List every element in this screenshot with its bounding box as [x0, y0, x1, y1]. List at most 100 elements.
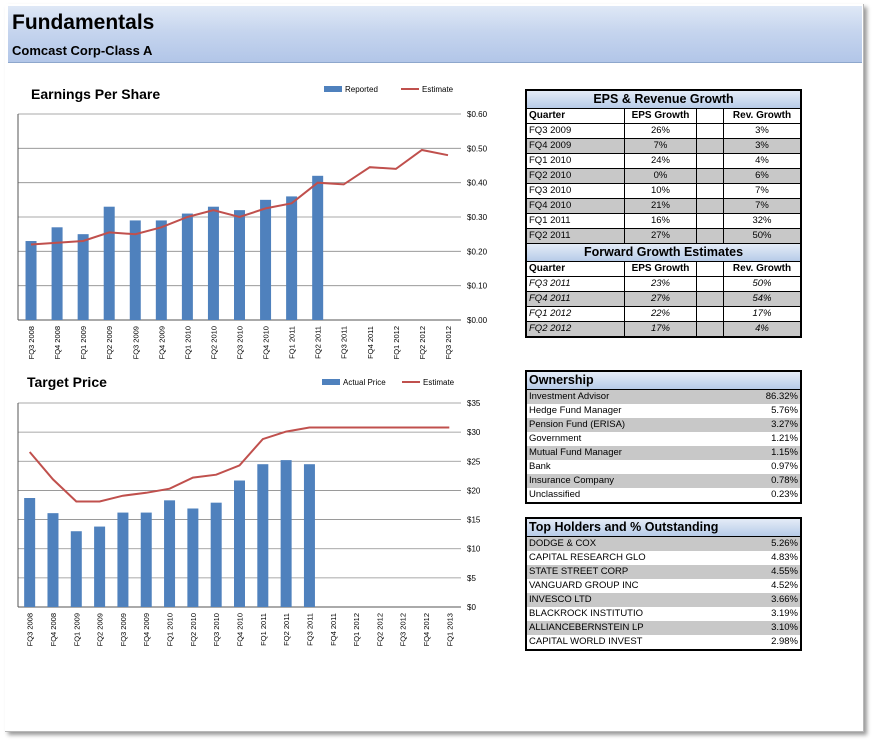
company-name: Comcast Corp-Class A: [12, 43, 153, 58]
rev-growth-cell: 4%: [755, 155, 769, 166]
spacer-cell: [697, 124, 724, 138]
y-tick-label: $15: [467, 516, 481, 525]
ownership-row: Mutual Fund Manager 1.15%: [527, 446, 800, 460]
page-title: Fundamentals: [12, 11, 155, 34]
rev-growth-cell: 7%: [755, 200, 769, 211]
bar-actual-price: [117, 512, 129, 607]
y-tick-label: $0.00: [467, 316, 488, 325]
eps-table-header-row: Quarter EPS Growth Rev. Growth: [527, 109, 800, 124]
spacer-cell: [697, 214, 724, 228]
rev-growth-cell: 3%: [755, 140, 769, 151]
row-label: Investment Advisor: [529, 391, 610, 402]
x-tick-label: FQ4 2008: [49, 613, 58, 646]
bar-reported: [312, 175, 324, 320]
row-value: 2.98%: [771, 636, 798, 647]
quarter-cell: FQ4 2011: [527, 292, 625, 306]
ownership-row: Insurance Company 0.78%: [527, 474, 800, 488]
bar-actual-price: [140, 512, 152, 607]
x-tick-label: FQ4 2010: [262, 326, 271, 359]
col-eps-growth: EPS Growth: [625, 262, 697, 276]
row-value: 0.97%: [771, 461, 798, 472]
bar-actual-price: [70, 531, 82, 607]
row-label: ALLIANCEBERNSTEIN LP: [529, 622, 644, 633]
row-label: INVESCO LTD: [529, 594, 592, 605]
eps-growth-cell: 22%: [625, 307, 697, 321]
y-tick-label: $0.30: [467, 213, 488, 222]
row-label: BLACKROCK INSTITUTIO: [529, 608, 644, 619]
spacer-cell: [697, 292, 724, 306]
eps-growth-cell: 23%: [625, 277, 697, 291]
eps-growth-cell: 26%: [625, 124, 697, 138]
bar-actual-price: [280, 460, 292, 607]
x-tick-label: FQ3 2010: [236, 326, 245, 359]
bar-actual-price: [210, 502, 222, 607]
eps-table-row: FQ1 2010 24% 4%: [527, 154, 800, 169]
y-tick-label: $20: [467, 486, 481, 495]
spacer-cell: [697, 307, 724, 321]
ownership-row: Unclassified 0.23%: [527, 488, 800, 502]
col-eps-growth: EPS Growth: [625, 109, 697, 123]
bar-reported: [25, 241, 37, 320]
ownership-row: Bank 0.97%: [527, 460, 800, 474]
eps-growth-cell: 27%: [625, 229, 697, 243]
y-tick-label: $0.10: [467, 282, 488, 291]
bar-actual-price: [234, 480, 245, 607]
eps-chart: $0.00 $0.10 $0.20 $0.30 $0.40 $0.50 $0.60 FQ3 2…: [17, 85, 488, 359]
x-tick-label: FQ1 2010: [183, 326, 192, 359]
quarter-cell: FQ1 2012: [527, 307, 625, 321]
eps-table-row: FQ1 2011 16% 32%: [527, 214, 800, 229]
holders-title: Top Holders and % Outstanding: [527, 519, 800, 537]
eps-table-row: FQ4 2009 7% 3%: [527, 139, 800, 154]
row-value: 0.78%: [771, 475, 798, 486]
bar-reported: [129, 220, 141, 320]
x-tick-label: FQ3 2008: [26, 613, 35, 646]
x-tick-label: FQ1 2010: [166, 613, 175, 646]
x-tick-label: FQ3 2010: [212, 613, 221, 646]
x-tick-label: FQ4 2009: [142, 613, 151, 646]
row-label: STATE STREET CORP: [529, 566, 629, 577]
x-tick-label: FQ1 2012: [352, 613, 361, 646]
row-value: 0.23%: [771, 489, 798, 500]
bar-reported: [77, 234, 89, 320]
holder-row: VANGUARD GROUP INC 4.52%: [527, 579, 800, 593]
target-chart-title: Target Price: [27, 374, 107, 390]
bar-actual-price: [187, 508, 199, 607]
row-label: Mutual Fund Manager: [529, 447, 622, 458]
estimate-line: [28, 426, 450, 503]
rev-growth-cell: 54%: [752, 293, 772, 304]
legend-label: Estimate: [423, 378, 455, 387]
ownership-row: Government 1.21%: [527, 432, 800, 446]
y-tick-label: $25: [467, 457, 481, 466]
row-value: 4.83%: [771, 552, 798, 563]
y-tick-label: $0.40: [467, 179, 488, 188]
spacer-cell: [697, 184, 724, 198]
holder-row: INVESCO LTD 3.66%: [527, 593, 800, 607]
col-spacer: [697, 262, 724, 276]
eps-growth-cell: 10%: [625, 184, 697, 198]
eps-table-row: FQ3 2009 26% 3%: [527, 124, 800, 139]
y-tick-label: $10: [467, 545, 481, 554]
row-value: 1.21%: [771, 433, 798, 444]
row-value: 3.10%: [771, 622, 798, 633]
rev-growth-cell: 6%: [755, 170, 769, 181]
quarter-cell: FQ3 2010: [527, 184, 625, 198]
y-tick-label: $0.60: [467, 110, 488, 119]
y-tick-label: $0: [467, 603, 476, 612]
bar-reported: [181, 213, 193, 320]
row-value: 86.32%: [765, 391, 798, 402]
bar-reported: [234, 210, 245, 320]
x-tick-label: FQ3 2012: [444, 326, 453, 359]
report-sheet: [5, 4, 864, 732]
row-value: 5.26%: [771, 538, 798, 549]
holder-row: CAPITAL RESEARCH GLO 4.83%: [527, 551, 800, 565]
x-tick-label: FQ4 2010: [236, 613, 245, 646]
quarter-cell: FQ1 2010: [527, 154, 625, 168]
forward-table-row: FQ1 2012 22% 17%: [527, 307, 800, 322]
forward-table-row: FQ3 2011 23% 50%: [527, 277, 800, 292]
ownership-row: Pension Fund (ERISA) 3.27%: [527, 418, 800, 432]
col-quarter: Quarter: [527, 109, 625, 123]
x-tick-label: FQ4 2009: [157, 326, 166, 359]
quarter-cell: FQ3 2011: [527, 277, 625, 291]
y-tick-label: $0.20: [467, 247, 488, 256]
holder-row: CAPITAL WORLD INVEST 2.98%: [527, 635, 800, 649]
